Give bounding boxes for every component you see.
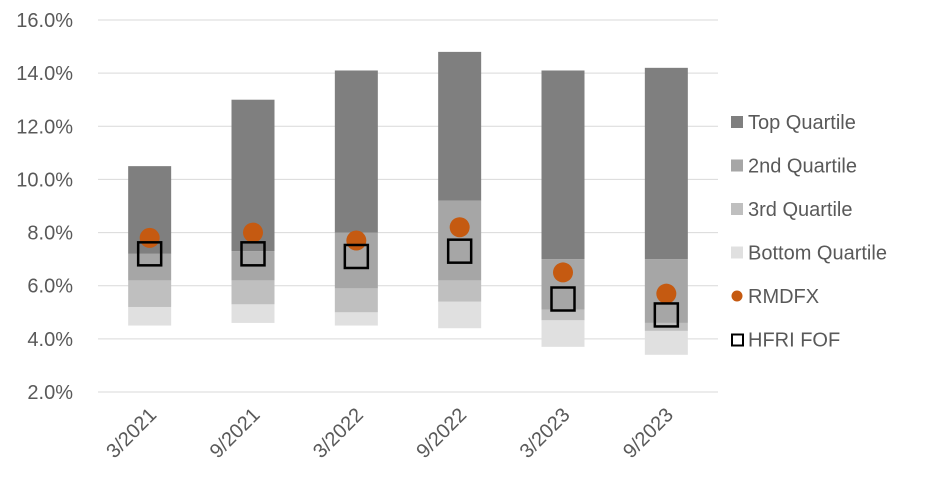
x-tick-label: 3/2021 bbox=[102, 404, 161, 463]
marker-hfri-fof bbox=[136, 241, 163, 267]
legend-swatch-2nd-quartile bbox=[731, 159, 743, 172]
bar-top-quartile bbox=[334, 70, 378, 233]
bar-bottom-quartile bbox=[541, 320, 585, 347]
y-tick-label: 4.0% bbox=[27, 329, 73, 351]
y-tick-label: 14.0% bbox=[16, 63, 73, 85]
marker-hfri-fof bbox=[343, 243, 370, 270]
bar-top-quartile bbox=[644, 67, 688, 260]
legend-swatch-bottom-quartile bbox=[731, 246, 743, 259]
bar-3rd-quartile bbox=[231, 280, 275, 305]
legend-swatch-3rd-quartile bbox=[731, 203, 743, 215]
legend-label-2nd-quartile: 2nd Quartile bbox=[748, 156, 857, 178]
bar-top-quartile bbox=[438, 51, 482, 201]
bar-bottom-quartile bbox=[128, 306, 172, 326]
y-tick-label: 16.0% bbox=[16, 10, 73, 32]
x-tick-label: 3/2022 bbox=[309, 404, 368, 463]
y-axis: 2.0% 4.0% 6.0% 8.0% 10.0% 12.0% 14.0% 16.0% bbox=[16, 10, 73, 404]
y-tick-label: 2.0% bbox=[27, 382, 73, 404]
marker-hfri-fof bbox=[446, 238, 473, 264]
bar-3rd-quartile bbox=[334, 288, 378, 313]
legend-label-hfri-fof: HFRI FOF bbox=[748, 330, 840, 352]
y-tick-label: 12.0% bbox=[16, 116, 73, 138]
legend-label-bottom-quartile: Bottom Quartile bbox=[748, 243, 887, 265]
bar-2nd-quartile bbox=[128, 253, 172, 281]
series-markers bbox=[136, 217, 680, 328]
legend-label-top-quartile: Top Quartile bbox=[748, 112, 856, 134]
bar-top-quartile bbox=[541, 70, 585, 260]
y-tick-label: 6.0% bbox=[27, 276, 73, 298]
bar-bottom-quartile bbox=[644, 330, 688, 355]
marker-hfri-fof bbox=[550, 286, 576, 312]
y-tick-label: 10.0% bbox=[16, 169, 73, 191]
bar-3rd-quartile bbox=[438, 280, 482, 302]
marker-rmdfx bbox=[243, 222, 263, 243]
marker-rmdfx bbox=[656, 283, 677, 304]
x-tick-label: 9/2021 bbox=[206, 404, 265, 463]
x-axis: 3/2021 9/2021 3/2022 9/2022 3/2023 9/2023 bbox=[102, 404, 677, 463]
y-tick-label: 8.0% bbox=[27, 223, 73, 245]
bar-3rd-quartile bbox=[541, 309, 585, 321]
bar-bottom-quartile bbox=[334, 312, 378, 326]
marker-rmdfx bbox=[449, 217, 470, 238]
legend-label-rmdfx: RMDFX bbox=[748, 286, 819, 308]
x-tick-label: 9/2022 bbox=[412, 404, 471, 463]
marker-rmdfx bbox=[139, 227, 160, 248]
legend: Top Quartile 2nd Quartile 3rd Quartile Bott… bbox=[731, 112, 887, 352]
marker-rmdfx bbox=[553, 262, 573, 283]
legend-swatch-hfri-fof bbox=[731, 333, 744, 347]
legend-label-3rd-quartile: 3rd Quartile bbox=[748, 199, 853, 221]
gridlines bbox=[98, 19, 718, 393]
marker-hfri-fof bbox=[653, 302, 680, 328]
bar-bottom-quartile bbox=[231, 304, 275, 323]
legend-swatch-top-quartile bbox=[731, 116, 743, 128]
quartile-bars bbox=[128, 51, 688, 355]
bar-3rd-quartile bbox=[128, 280, 172, 307]
legend-swatch-rmdfx bbox=[731, 290, 743, 302]
marker-rmdfx bbox=[346, 230, 367, 251]
marker-hfri-fof bbox=[240, 241, 266, 267]
x-tick-label: 3/2023 bbox=[516, 404, 575, 463]
bar-bottom-quartile bbox=[438, 301, 482, 329]
x-tick-label: 9/2023 bbox=[619, 404, 678, 463]
